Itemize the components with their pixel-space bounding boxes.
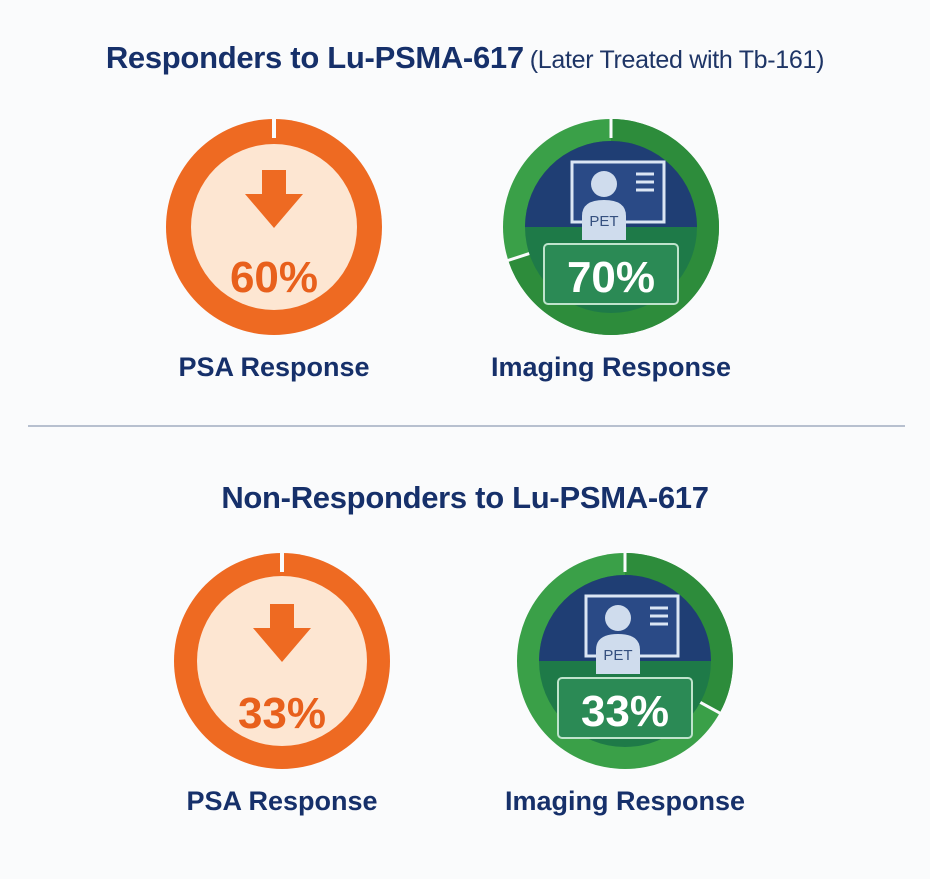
value-plate (543, 243, 679, 305)
psa-response-value: 60% (230, 253, 318, 302)
psa-response-ring: 33% (174, 549, 390, 769)
ring-end-marker (697, 700, 723, 716)
pet-scan-icon: PET (570, 160, 666, 240)
psa-response-metric: 60% PSA Response (154, 112, 394, 383)
psa-response-ring: 60% (166, 115, 382, 335)
psa-response-label: PSA Response (186, 786, 378, 816)
pet-scan-icon: PET (584, 594, 680, 674)
psa-response-value: 33% (238, 689, 326, 738)
pet-label: PET (603, 647, 632, 664)
title-main: Non-Responders to Lu-PSMA-617 (221, 480, 709, 515)
imaging-response-label: Imaging Response (505, 786, 746, 816)
psa-response-metric: 33% PSA Response (162, 546, 402, 817)
value-plate (557, 677, 693, 739)
imaging-response-arc (508, 119, 719, 335)
down-arrow-icon (245, 170, 303, 228)
responders-section: Responders to Lu-PSMA-617 (Later Treated … (0, 0, 930, 425)
section-divider (28, 425, 905, 427)
imaging-response-value: 33% (581, 687, 669, 736)
imaging-response-arc (624, 553, 733, 714)
imaging-response-value: 70% (567, 253, 655, 302)
down-arrow-icon (253, 604, 311, 662)
ring-end-marker (505, 251, 532, 263)
imaging-response-metric: PET 70% Imaging Response (491, 112, 731, 383)
imaging-response-ring: PET 70% (503, 115, 719, 335)
pet-label: PET (589, 213, 618, 230)
imaging-response-label: Imaging Response (491, 352, 732, 382)
imaging-response-metric: PET 33% Imaging Response (505, 546, 745, 817)
non-responders-section: Non-Responders to Lu-PSMA-617 33% PSA Re… (0, 428, 930, 879)
title-subtitle: (Later Treated with Tb-161) (529, 46, 825, 74)
section-title: Responders to Lu-PSMA-617 (Later Treated … (0, 40, 930, 76)
psa-response-label: PSA Response (178, 352, 370, 382)
title-main: Responders to Lu-PSMA-617 (105, 40, 524, 75)
imaging-response-ring: PET 33% (517, 549, 733, 769)
section-title: Non-Responders to Lu-PSMA-617 (0, 480, 930, 516)
